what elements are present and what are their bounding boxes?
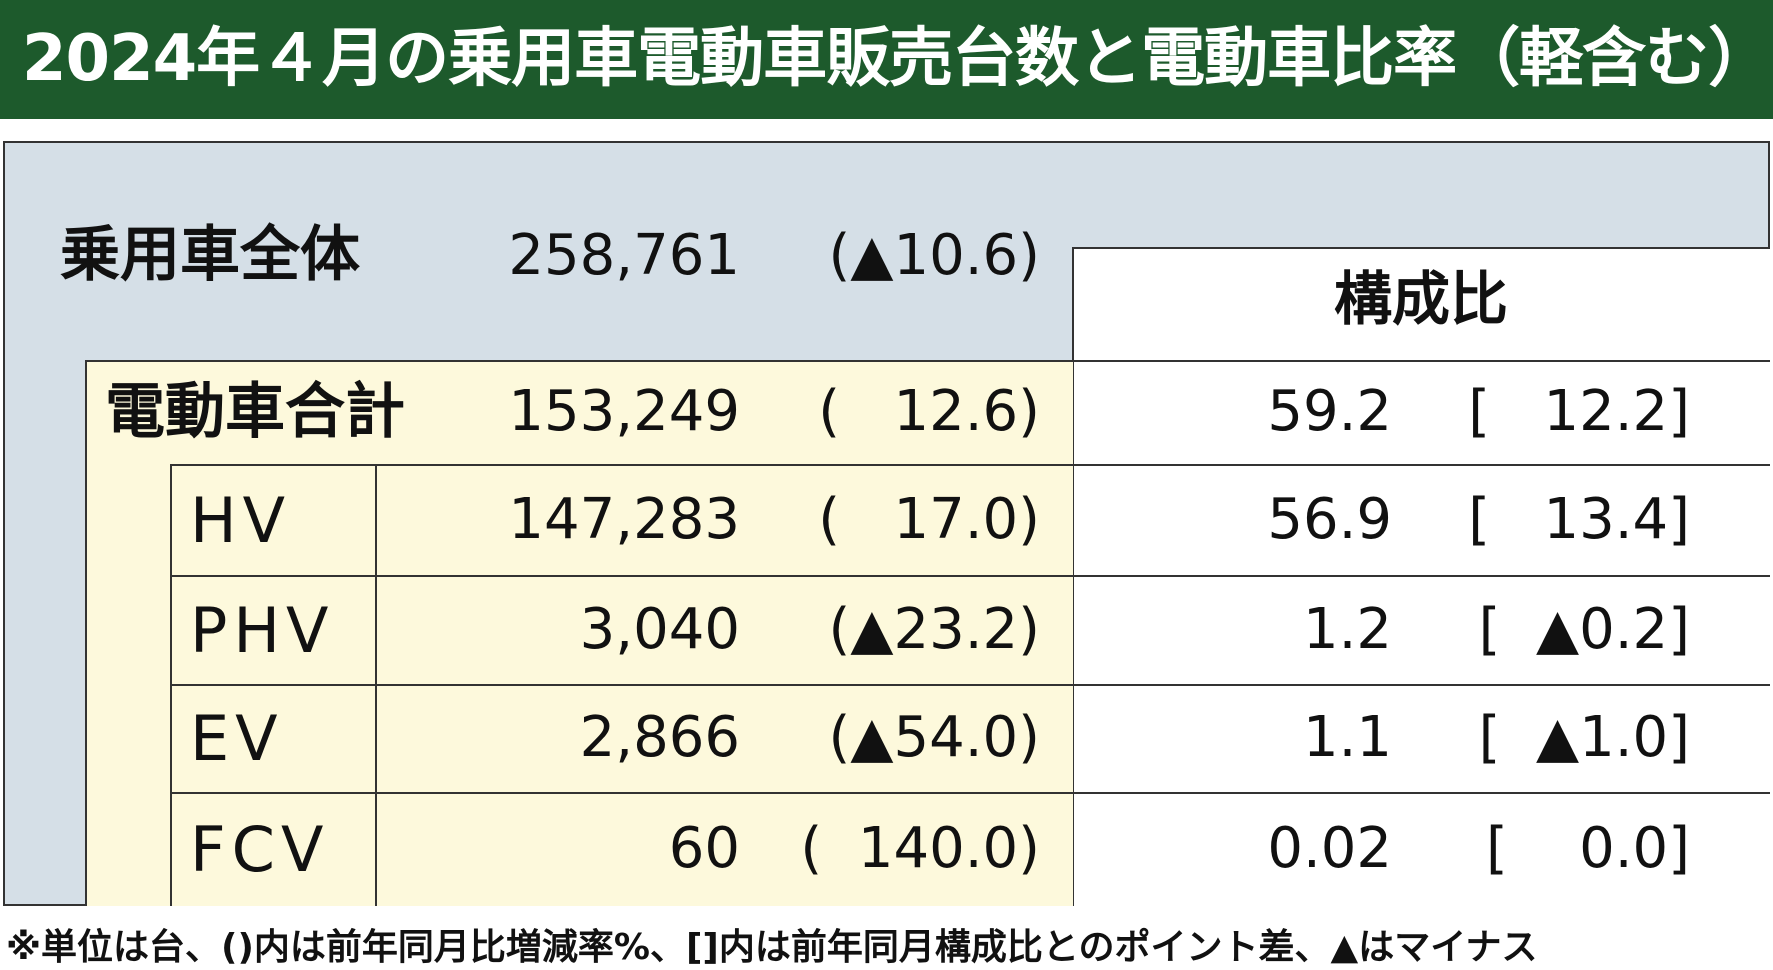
row-share: 56.9 xyxy=(1267,486,1392,552)
row-label: PHV xyxy=(190,593,335,667)
row-change: (▲23.2) xyxy=(828,596,1040,662)
row-count: 3,040 xyxy=(579,596,740,662)
row-change: ( 12.6) xyxy=(818,379,1040,444)
row-share: 1.2 xyxy=(1302,596,1392,662)
row-change: ( 17.0) xyxy=(818,486,1040,552)
row-diff: [ 13.4] xyxy=(1468,486,1690,552)
row-line xyxy=(170,575,1770,577)
row-share: 59.2 xyxy=(1267,379,1392,444)
row-change: (▲54.0) xyxy=(828,705,1040,770)
row-line xyxy=(170,684,1770,686)
row-label: EV xyxy=(190,702,284,775)
row-label: 電動車合計 xyxy=(105,377,405,447)
total-count: 258,761 xyxy=(508,223,740,288)
row-count: 2,866 xyxy=(579,705,740,770)
footnote: ※単位は台、()内は前年同月比増減率%、[]内は前年同月構成比とのポイント差、▲… xyxy=(6,927,1538,968)
row-diff: [ ▲0.2] xyxy=(1478,596,1690,662)
row-count: 153,249 xyxy=(508,379,740,444)
total-label: 乗用車全体 xyxy=(60,220,360,290)
total-change: (▲10.6) xyxy=(828,223,1040,288)
row-diff: [ ▲1.0] xyxy=(1478,705,1690,770)
row-count: 60 xyxy=(668,816,740,881)
row-share: 0.02 xyxy=(1267,816,1392,881)
row-count: 147,283 xyxy=(508,486,740,552)
row-share: 1.1 xyxy=(1302,705,1392,770)
row-diff: [ 0.0] xyxy=(1486,816,1690,881)
row-line xyxy=(170,792,1770,794)
title: 2024年４月の乗用車電動車販売台数と電動車比率（軽含む） xyxy=(0,0,1773,119)
row-label: HV xyxy=(190,483,292,557)
row-change: ( 140.0) xyxy=(800,816,1040,881)
row-label: FCV xyxy=(190,813,330,886)
row-line xyxy=(85,360,1770,362)
share-header: 構成比 xyxy=(1333,265,1508,333)
row-line xyxy=(170,464,1770,466)
row-diff: [ 12.2] xyxy=(1468,379,1690,444)
